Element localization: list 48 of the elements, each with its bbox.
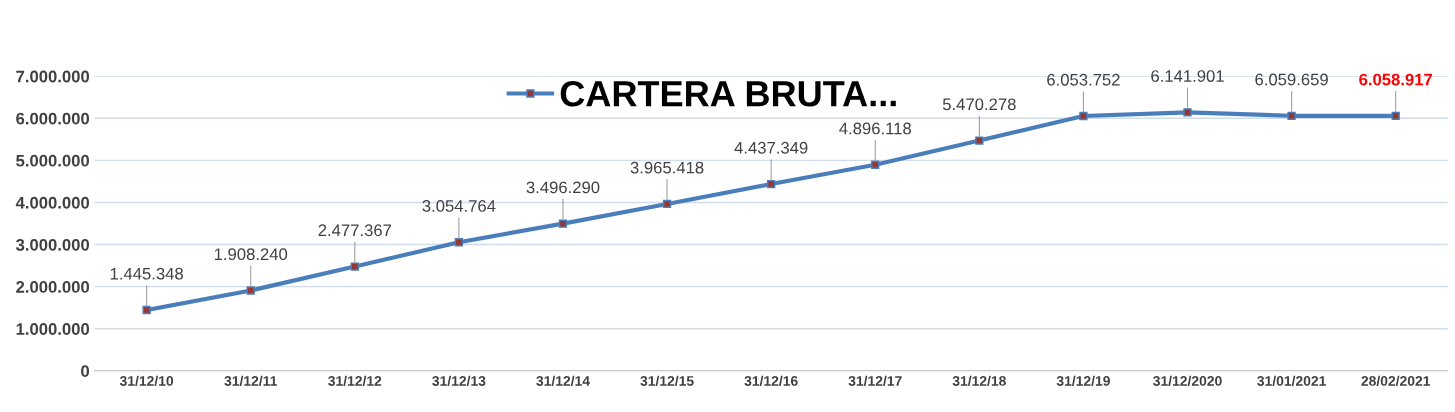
text: 4.437.349 <box>734 141 808 154</box>
point <box>766 179 776 189</box>
y-tick-label: 2.000.000 <box>16 281 90 293</box>
point <box>142 305 151 315</box>
text: 2.477.367 <box>318 224 392 237</box>
point <box>1287 111 1296 120</box>
text: 5.470.278 <box>942 98 1016 111</box>
x-tick-label: 31/12/17 <box>848 375 902 386</box>
text: 6.058.917 <box>1359 73 1433 86</box>
legend-label: CARTERA BRUTA... <box>560 80 896 107</box>
point <box>1079 111 1088 121</box>
text: 6.141.901 <box>1151 70 1224 82</box>
y-tick-label: 4.000.000 <box>15 196 90 209</box>
x-tick-label: 31/12/14 <box>536 375 590 386</box>
text: 6.059.659 <box>1255 73 1328 86</box>
y-tick-label: 1.000.000 <box>16 323 90 335</box>
point <box>1183 108 1192 117</box>
y-tick-label: 5.000.000 <box>16 154 90 167</box>
text: 1.908.240 <box>214 248 288 261</box>
text: 1.445.348 <box>110 267 183 280</box>
x-tick-label: 31/12/10 <box>119 375 174 386</box>
x-tick-label: 31/01/2021 <box>1257 375 1326 386</box>
x-tick-label: 31/12/13 <box>432 375 486 386</box>
x-tick-label: 31/12/12 <box>328 375 382 386</box>
x-tick-label: 31/12/15 <box>640 375 694 386</box>
x-tick-label: 31/12/2020 <box>1153 375 1222 386</box>
x-tick-label: 31/12/11 <box>224 375 277 386</box>
x-tick-label: 28/02/2021 <box>1361 375 1431 386</box>
point <box>454 238 464 247</box>
point <box>871 160 880 169</box>
text: 6.053.752 <box>1047 73 1120 86</box>
x-tick-label: 31/12/16 <box>744 375 798 386</box>
point <box>558 219 568 228</box>
point <box>1391 111 1400 120</box>
y-tick-label: 3.000.000 <box>15 238 90 251</box>
x-tick-label: 31/12/18 <box>952 375 1006 386</box>
text: 4.896.118 <box>839 122 911 135</box>
y-tick-label: 0 <box>81 365 90 377</box>
point <box>350 262 359 271</box>
point <box>662 199 672 209</box>
point <box>246 286 255 295</box>
text: 3.965.418 <box>630 161 704 174</box>
y-tick-label: 6.000.000 <box>16 112 90 125</box>
text: 3.054.764 <box>422 200 496 212</box>
y-tick-label: 7.000.000 <box>16 70 90 83</box>
text: 3.496.290 <box>526 181 600 194</box>
point <box>975 136 984 145</box>
x-tick-label: 31/12/19 <box>1056 375 1110 386</box>
